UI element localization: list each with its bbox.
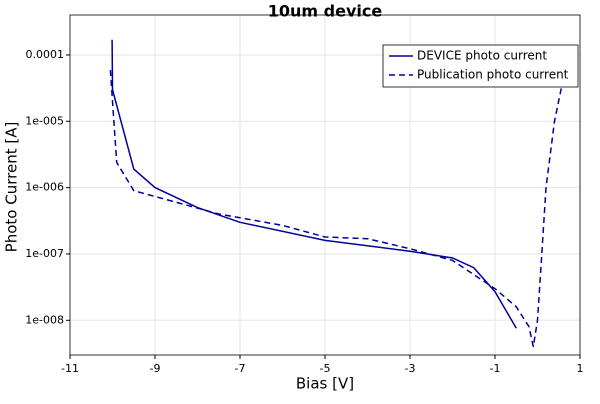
x-axis-label: Bias [V]	[296, 375, 354, 393]
series-line	[109, 54, 566, 347]
chart-title: 10um device	[268, 2, 383, 21]
y-tick-label: 0.0001	[26, 48, 65, 61]
legend-label: Publication photo current	[417, 68, 569, 82]
x-tick-label: -9	[150, 362, 161, 375]
legend-box	[382, 44, 579, 88]
y-tick-label: 1e-008	[25, 313, 64, 326]
y-axis-label: Photo Current [A]	[3, 122, 21, 253]
x-tick-label: -3	[405, 362, 416, 375]
y-tick-label: 1e-007	[25, 247, 64, 260]
x-tick-label: 1	[577, 362, 584, 375]
x-tick-label: -7	[235, 362, 246, 375]
x-tick-label: -1	[490, 362, 501, 375]
y-tick-label: 1e-005	[25, 114, 64, 127]
legend-label: DEVICE photo current	[417, 49, 547, 63]
series-line	[111, 39, 517, 329]
x-tick-label: -11	[61, 362, 79, 375]
x-tick-label: -5	[320, 362, 331, 375]
y-tick-label: 1e-006	[25, 181, 64, 194]
